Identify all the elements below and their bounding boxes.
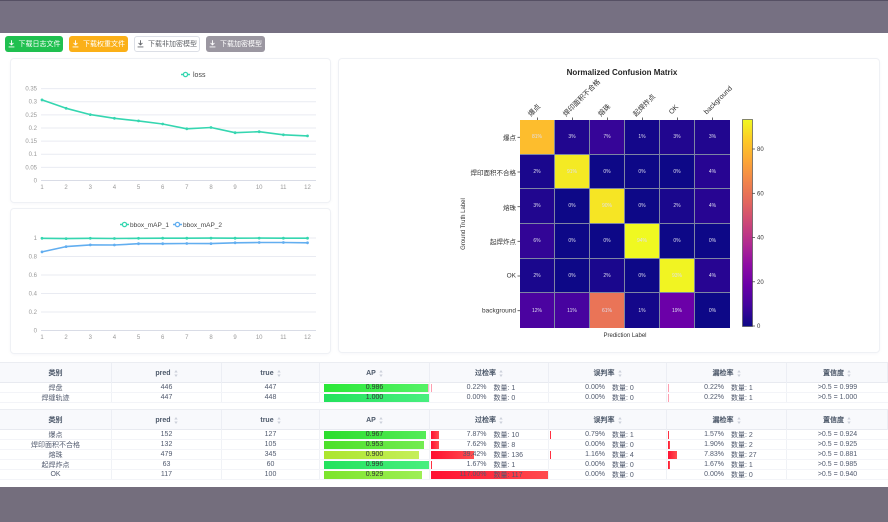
- svg-text:5: 5: [137, 185, 141, 191]
- svg-text:20: 20: [757, 280, 764, 286]
- svg-text:0.35: 0.35: [25, 87, 37, 93]
- svg-text:40: 40: [757, 236, 764, 242]
- svg-text:0.2: 0.2: [29, 310, 38, 316]
- svg-text:0.25: 0.25: [25, 113, 37, 119]
- svg-text:10: 10: [256, 335, 263, 341]
- svg-text:0: 0: [34, 179, 38, 185]
- svg-text:1: 1: [34, 236, 38, 242]
- svg-text:0.1: 0.1: [29, 152, 38, 158]
- svg-text:bbox_mAP_1: bbox_mAP_1: [130, 222, 169, 229]
- svg-text:3: 3: [89, 335, 93, 341]
- svg-text:0: 0: [34, 329, 38, 335]
- svg-text:0.6: 0.6: [29, 273, 38, 279]
- svg-text:6: 6: [161, 335, 165, 341]
- svg-text:6: 6: [161, 185, 165, 191]
- svg-text:1: 1: [40, 335, 44, 341]
- svg-text:3: 3: [89, 185, 93, 191]
- svg-text:1: 1: [40, 185, 44, 191]
- svg-text:60: 60: [757, 191, 764, 197]
- svg-text:9: 9: [233, 185, 237, 191]
- svg-text:5: 5: [137, 335, 141, 341]
- svg-text:8: 8: [209, 185, 213, 191]
- svg-text:0.05: 0.05: [25, 165, 37, 171]
- svg-text:0.2: 0.2: [29, 126, 38, 132]
- svg-text:bbox_mAP_2: bbox_mAP_2: [183, 222, 222, 229]
- svg-text:0.3: 0.3: [29, 100, 38, 106]
- svg-text:0.15: 0.15: [25, 139, 37, 145]
- svg-text:0: 0: [757, 324, 761, 330]
- svg-text:4: 4: [113, 335, 117, 341]
- svg-text:0.4: 0.4: [29, 292, 38, 298]
- svg-text:4: 4: [113, 185, 117, 191]
- svg-text:12: 12: [304, 335, 311, 341]
- svg-text:8: 8: [209, 335, 213, 341]
- svg-text:loss: loss: [193, 72, 206, 79]
- svg-text:9: 9: [233, 335, 237, 341]
- svg-text:2: 2: [64, 335, 68, 341]
- svg-text:12: 12: [304, 185, 311, 191]
- svg-text:0.8: 0.8: [29, 255, 38, 261]
- svg-text:2: 2: [64, 185, 68, 191]
- svg-text:7: 7: [185, 185, 189, 191]
- svg-text:80: 80: [757, 147, 764, 153]
- svg-text:11: 11: [280, 335, 287, 341]
- svg-text:10: 10: [256, 185, 263, 191]
- svg-text:11: 11: [280, 185, 287, 191]
- svg-text:7: 7: [185, 335, 189, 341]
